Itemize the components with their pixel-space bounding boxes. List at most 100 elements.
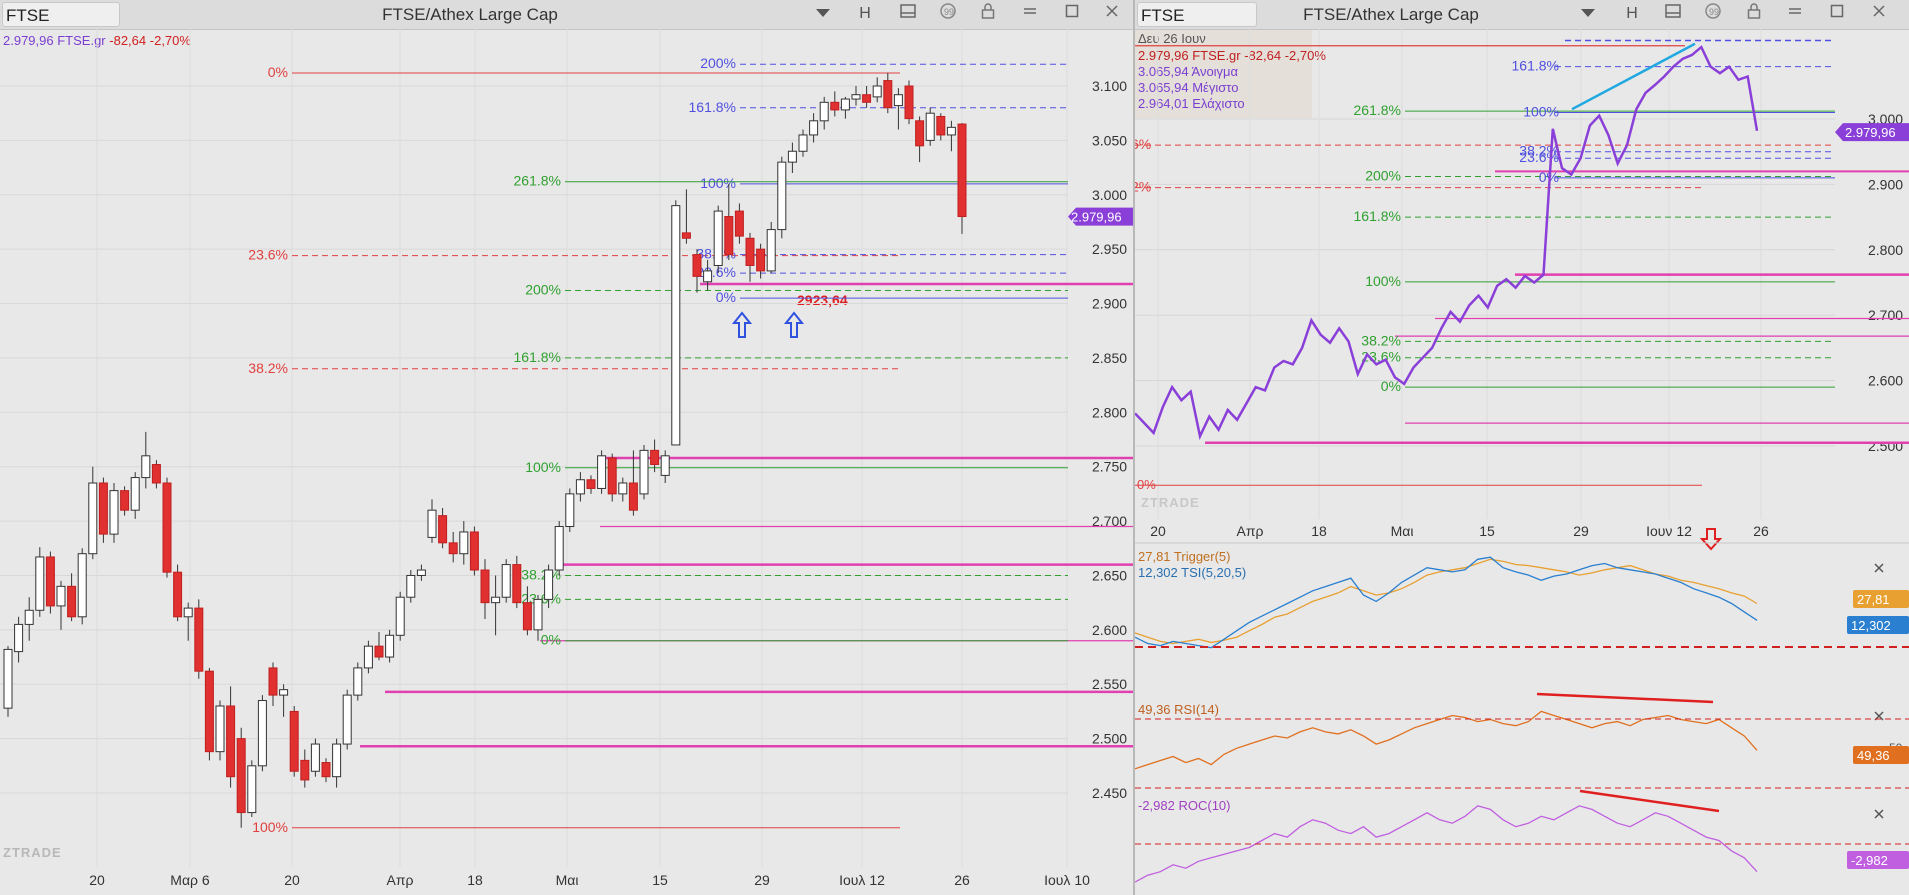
left-quote-line: 2.979,96 FTSE.gr -82,64 -2,70%	[3, 33, 191, 48]
right-line-chart[interactable]: Δευ 26 Ιουν 2.979,96 FTSE.gr -82,64 -2,7…	[1135, 29, 1909, 895]
down-candle	[628, 482, 638, 511]
x-tick-label: 20	[89, 872, 105, 888]
down-candle	[692, 254, 702, 277]
up-candle	[459, 531, 469, 555]
down-candle	[300, 759, 310, 781]
lock-icon[interactable]	[976, 3, 1000, 25]
fib-label-green: 100%	[1365, 273, 1401, 289]
close-icon[interactable]	[1867, 3, 1891, 25]
up-candle	[363, 645, 373, 669]
y-tick-label: 3.050	[1092, 132, 1127, 148]
fib-label-red: 6%	[1135, 136, 1151, 152]
down-candle	[607, 457, 617, 495]
down-candle	[756, 248, 766, 272]
y-tick-label: 2.600	[1092, 622, 1127, 638]
left-watermark: ZTRADE	[3, 845, 62, 860]
left-chart-pane[interactable]: FTSE FTSE/Athex Large Cap H 99 2.979,96 …	[0, 0, 1133, 895]
roc-label: -2,982 ROC(10)	[1138, 798, 1230, 813]
svg-text:-2,982: -2,982	[1851, 853, 1888, 868]
up-candle	[416, 569, 426, 576]
rsi-line	[1135, 710, 1758, 770]
up-candle	[35, 556, 45, 611]
info-low: 2.964,01 Ελάχιστο	[1138, 96, 1245, 111]
left-symbol-field[interactable]: FTSE	[2, 2, 120, 27]
right-chart-pane[interactable]: FTSE FTSE/Athex Large Cap H 99 Δευ 26 Ιο…	[1135, 0, 1909, 895]
maximize-icon[interactable]	[1825, 3, 1849, 25]
window-icon[interactable]	[896, 3, 920, 25]
chat-icon[interactable]: 99	[1701, 3, 1725, 25]
pane-divider[interactable]	[1133, 0, 1135, 895]
up-candle	[56, 585, 66, 607]
y-tick-label: 2.700	[1868, 307, 1903, 323]
chat-icon[interactable]: 99	[936, 3, 960, 25]
down-candle	[650, 449, 660, 466]
right-chart-title: FTSE/Athex Large Cap	[1303, 5, 1479, 24]
last-price-badge-bg	[1835, 123, 1909, 142]
y-tick-label: 3.100	[1092, 78, 1127, 94]
y-tick-label: 2.450	[1092, 785, 1127, 801]
up-candle	[565, 493, 575, 528]
roc-line	[1135, 805, 1758, 883]
info-open: 3.065,94 Άνοιγμα	[1138, 64, 1239, 79]
down-candle	[438, 515, 448, 544]
fib-label-green: 100%	[525, 459, 561, 475]
down-candle	[194, 607, 204, 672]
last-price-badge: 2.979,96	[1835, 123, 1909, 142]
left-chart-title: FTSE/Athex Large Cap	[382, 5, 558, 24]
svg-text:12,302: 12,302	[1851, 618, 1891, 633]
y-tick-label: 2.550	[1092, 676, 1127, 692]
down-candle	[724, 216, 734, 256]
tsi-close-icon[interactable]	[1874, 563, 1884, 573]
roc-close-icon[interactable]	[1874, 809, 1884, 819]
roc-badge: -2,982	[1847, 851, 1909, 869]
up-candle	[618, 482, 628, 495]
left-candlestick-chart[interactable]: 2.979,96 FTSE.gr -82,64 -2,70% ZTRADE 29…	[0, 29, 1133, 895]
up-candle	[671, 205, 681, 446]
right-symbol-field[interactable]: FTSE	[1137, 2, 1257, 27]
maximize-icon[interactable]	[1060, 3, 1084, 25]
x-tick-label: 18	[467, 872, 483, 888]
fib-label-blue: 100%	[1523, 103, 1559, 119]
fib-label-green: 0%	[1381, 378, 1401, 394]
up-candle	[597, 455, 607, 489]
close-icon[interactable]	[1100, 3, 1124, 25]
minimize-icon[interactable]	[1783, 3, 1807, 25]
right-watermark: ZTRADE	[1141, 495, 1200, 510]
y-tick-label: 2.900	[1092, 296, 1127, 312]
up-arrow-icon	[731, 311, 753, 338]
y-tick-label: 2.950	[1092, 241, 1127, 257]
minimize-icon[interactable]	[1018, 3, 1042, 25]
fib-label-red: 38.2%	[248, 360, 288, 376]
right-h-button[interactable]: H	[1626, 5, 1638, 22]
fib-label-red: 2%	[1135, 179, 1151, 195]
x-tick-label: Απρ	[387, 872, 414, 888]
up-candle	[819, 101, 829, 122]
down-candle	[226, 705, 236, 778]
fib-label-blue: 161.8%	[1512, 58, 1559, 74]
lock-icon[interactable]	[1742, 3, 1766, 25]
fib-label-red: 0%	[268, 64, 288, 80]
up-candle	[925, 112, 935, 141]
x-tick-label: Ιουλ 12	[839, 872, 885, 888]
chevron-down-icon[interactable]	[816, 9, 830, 17]
roc-divergence-line	[1579, 789, 1720, 813]
y-tick-label: 3.000	[1092, 187, 1127, 203]
up-candle	[544, 569, 554, 600]
chevron-down-icon[interactable]	[1581, 9, 1595, 17]
up-candle	[183, 607, 193, 618]
rsi-divergence-line	[1536, 692, 1714, 704]
last-price-badge-text: 2.979,96	[1845, 125, 1896, 140]
up-candle	[554, 526, 564, 571]
up-candle	[491, 596, 501, 604]
up-candle	[893, 94, 903, 107]
last-price-badge-text: 2.979,96	[1071, 210, 1122, 225]
tsi-line	[1135, 556, 1758, 649]
up-candle	[141, 455, 151, 479]
fib-label-green: 261.8%	[514, 173, 561, 189]
down-candle	[268, 667, 278, 696]
left-h-button[interactable]: H	[859, 5, 871, 22]
y-tick-label: 2.800	[1092, 404, 1127, 420]
info-box	[1135, 30, 1312, 118]
x-tick-label: Μαι	[556, 872, 579, 888]
window-icon[interactable]	[1661, 3, 1685, 25]
